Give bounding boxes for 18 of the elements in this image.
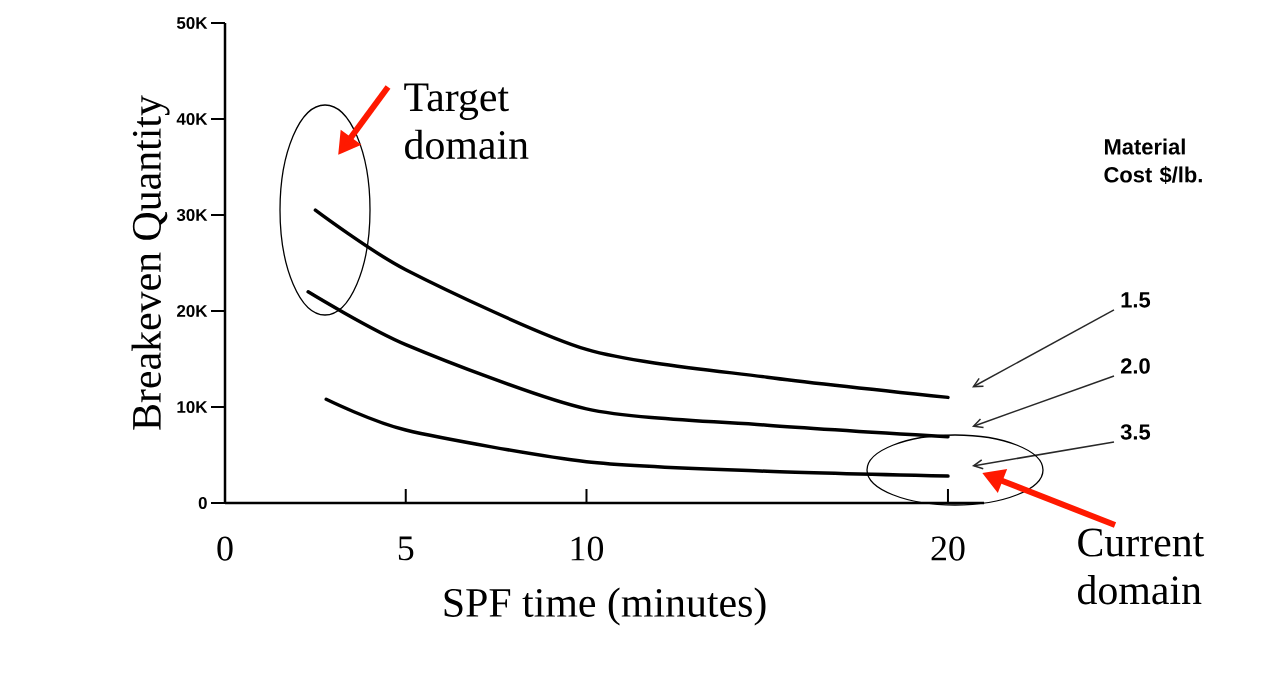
x-tick-label: 10 [571, 536, 604, 561]
annotation: Target domain [404, 83, 529, 160]
x-tick-label: 20 [931, 536, 965, 561]
y-axis-title: Breakeven Quantity [131, 95, 170, 430]
text: 1.5 [1121, 292, 1151, 308]
legend-title: Material Cost $/lb. [1104, 138, 1202, 184]
x-tick-label: 0 [217, 536, 233, 561]
y-tick-label: 10K [177, 400, 208, 413]
y-tick-label: 40K [176, 112, 208, 125]
y-tick-label: 20K [177, 304, 208, 317]
y-tick-label: 0 [198, 496, 207, 509]
x-tick-label: 5 [398, 536, 414, 561]
text: 3.5 [1120, 424, 1151, 440]
y-tick-label: 30K [176, 208, 208, 221]
text: 2.0 [1120, 358, 1150, 374]
x-axis-title: SPF time (minutes) [444, 587, 766, 626]
y-tick-label: 50K [176, 16, 208, 29]
text: Current domain [1078, 528, 1205, 605]
